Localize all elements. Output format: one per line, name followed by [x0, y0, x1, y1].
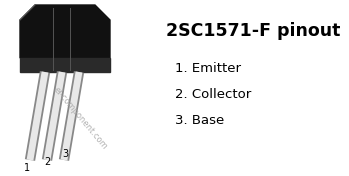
Polygon shape [61, 71, 82, 161]
Text: 3. Base: 3. Base [175, 114, 224, 127]
Text: el-component.com: el-component.com [51, 85, 109, 151]
Polygon shape [59, 71, 84, 161]
Text: 2SC1571-F pinout: 2SC1571-F pinout [166, 22, 340, 40]
Text: 1. Emitter: 1. Emitter [175, 61, 241, 74]
Text: 2. Collector: 2. Collector [175, 89, 251, 102]
Polygon shape [27, 71, 49, 161]
Polygon shape [20, 5, 110, 58]
Polygon shape [42, 71, 67, 161]
Text: 1: 1 [24, 163, 30, 173]
Text: 2: 2 [44, 157, 50, 167]
Polygon shape [44, 71, 65, 161]
Text: 3: 3 [62, 149, 68, 159]
Polygon shape [20, 58, 110, 72]
Polygon shape [25, 71, 50, 161]
